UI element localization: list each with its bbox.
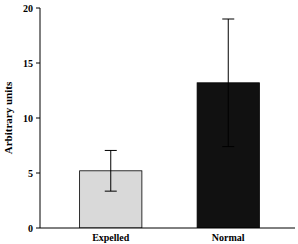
- y-axis-label: Arbitrary units: [2, 81, 14, 154]
- y-tick-label: 0: [28, 223, 33, 234]
- x-tick-label: Expelled: [92, 232, 130, 243]
- x-axis: [40, 228, 295, 229]
- y-tick-label: 20: [23, 3, 33, 14]
- y-tick-label: 10: [23, 113, 33, 124]
- error-bar: [222, 19, 234, 147]
- y-tick: [36, 228, 40, 229]
- y-tick-label: 15: [23, 58, 33, 69]
- y-tick: [36, 63, 40, 64]
- chart: Expelled Normal 0 5 10 15 20 Arbitrary units: [0, 0, 298, 244]
- y-tick: [36, 8, 40, 9]
- x-tick-label: Normal: [212, 232, 245, 243]
- y-tick-label: 5: [28, 168, 33, 179]
- y-tick: [36, 173, 40, 174]
- error-bar: [105, 150, 117, 191]
- bars: [80, 19, 260, 228]
- y-tick: [36, 118, 40, 119]
